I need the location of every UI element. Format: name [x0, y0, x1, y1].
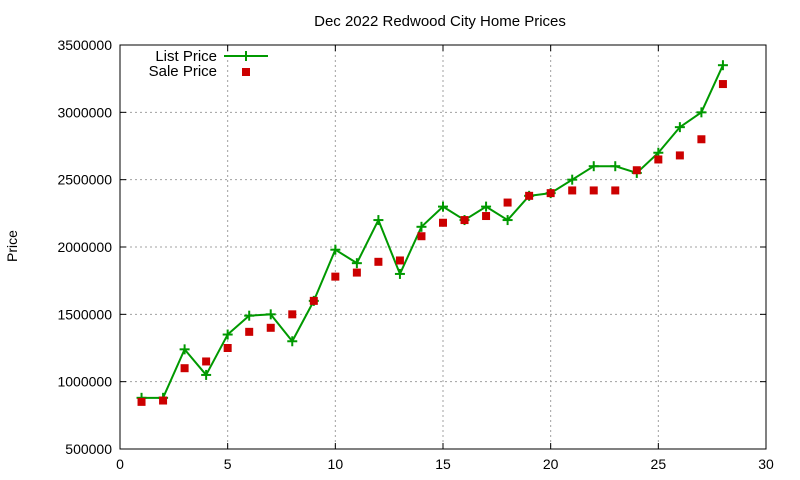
y-tick-label: 3000000	[57, 104, 112, 120]
sale-price-point	[482, 212, 491, 221]
legend-label-sale-price: Sale Price	[149, 63, 217, 80]
list-price-point	[287, 336, 298, 347]
list-price-point	[567, 174, 578, 185]
sale-price-point	[395, 256, 404, 265]
y-tick-label: 1000000	[57, 374, 112, 390]
list-price-point	[244, 310, 255, 321]
y-tick-label: 1500000	[57, 306, 112, 322]
sale-price-point	[331, 272, 340, 281]
sale-price-point	[503, 198, 512, 207]
sale-price-point	[180, 364, 189, 373]
list-price-point	[265, 309, 276, 320]
grid-lines	[120, 45, 766, 449]
legend-marker-list-price	[241, 51, 251, 61]
sale-price-point	[245, 327, 254, 336]
sale-price-point	[675, 151, 684, 160]
legend-label-list-price: List Price	[155, 48, 217, 65]
y-tick-label: 500000	[65, 441, 112, 457]
y-tick-label: 2500000	[57, 172, 112, 188]
y-tick-label: 3500000	[57, 37, 112, 53]
list-price-point	[502, 215, 513, 226]
list-price-point	[610, 161, 621, 172]
sale-price-point	[266, 323, 275, 332]
sale-price-point	[460, 216, 469, 225]
sale-price-point	[525, 191, 534, 200]
sale-price-point	[159, 396, 168, 405]
sale-price-point	[352, 268, 361, 277]
sale-price-point	[137, 397, 146, 406]
sale-price-point	[439, 218, 447, 227]
list-price-point	[222, 329, 233, 340]
sale-price-point	[288, 310, 297, 319]
legend: List Price Sale Price	[149, 48, 268, 80]
axis-ticks: 0 5 10 15 20 25 30 500000 1000000 1500000 2000000 2…	[57, 37, 774, 472]
sale-price-point	[654, 155, 663, 164]
list-price-point	[330, 244, 341, 255]
sale-price-point	[632, 166, 641, 175]
x-tick-label: 30	[758, 456, 774, 472]
x-tick-label: 0	[116, 456, 124, 472]
list-price-point	[438, 201, 448, 212]
x-tick-label: 5	[224, 456, 232, 472]
sale-price-point	[202, 357, 211, 366]
list-price-point	[588, 161, 599, 172]
legend-marker-sale-price	[242, 68, 250, 76]
list-price-point	[394, 268, 405, 279]
x-tick-label: 25	[651, 456, 667, 472]
sale-price-point	[697, 135, 706, 144]
list-price-point	[481, 201, 492, 212]
series-layer	[136, 60, 728, 406]
sale-price-point	[374, 257, 383, 266]
chart-title: Dec 2022 Redwood City Home Prices	[314, 13, 566, 30]
sale-price-point	[718, 80, 727, 89]
list-price-point	[373, 215, 384, 226]
sale-price-point	[309, 296, 318, 305]
list-price-point	[416, 221, 427, 232]
list-price-point	[179, 344, 190, 355]
x-tick-label: 15	[435, 456, 451, 472]
y-tick-label: 2000000	[57, 239, 112, 255]
sale-price-point	[223, 344, 232, 352]
sale-price-point	[589, 186, 598, 195]
sale-price-point	[611, 186, 620, 195]
x-tick-label: 10	[328, 456, 344, 472]
sale-price-point	[417, 232, 426, 241]
sale-price-point	[546, 189, 555, 198]
y-axis-label: Price	[4, 230, 20, 262]
list-price-line	[141, 64, 724, 399]
x-tick-label: 20	[543, 456, 559, 472]
list-price-point	[201, 369, 212, 380]
list-price-point	[717, 60, 728, 71]
list-price-point	[674, 122, 685, 133]
list-price-point	[351, 258, 362, 269]
sale-price-point	[568, 186, 577, 195]
list-price-point	[696, 107, 707, 118]
